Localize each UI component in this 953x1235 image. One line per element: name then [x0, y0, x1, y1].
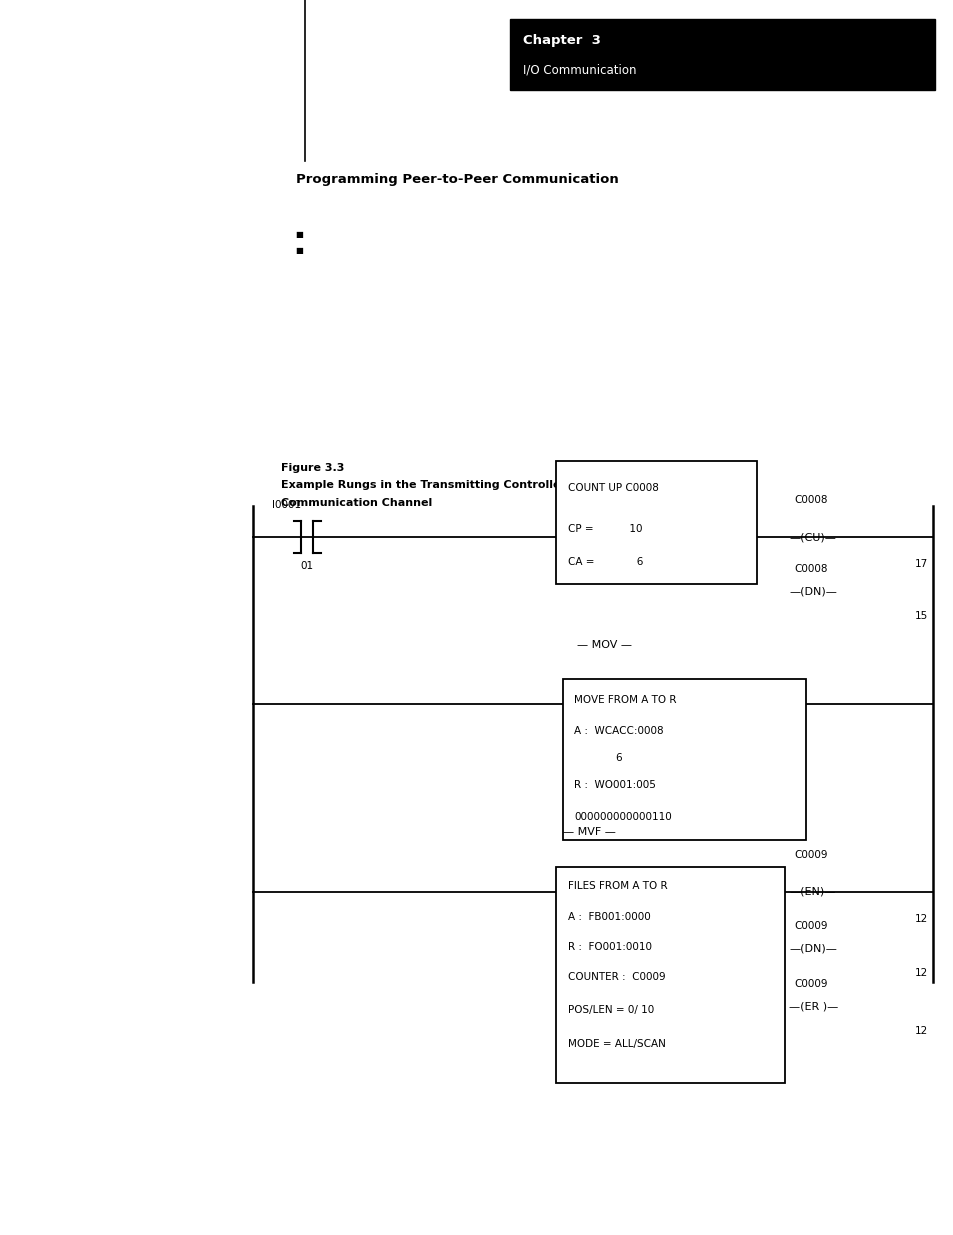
Text: Example Rungs in the Transmitting Controller on a Peer-to-Peer: Example Rungs in the Transmitting Contro… [281, 480, 679, 490]
Text: —(EN)—: —(EN)— [788, 887, 835, 897]
Text: I0001: I0001 [272, 500, 300, 510]
Text: A :  WCACC:0008: A : WCACC:0008 [574, 726, 663, 736]
Text: 12: 12 [914, 914, 927, 924]
Text: Figure 3.3: Figure 3.3 [281, 463, 344, 473]
Text: CA =             6: CA = 6 [567, 557, 642, 567]
Text: —(ER )—: —(ER )— [788, 1002, 838, 1011]
Text: C0009: C0009 [793, 921, 827, 931]
Text: 01: 01 [300, 561, 314, 571]
Text: I/O Communication: I/O Communication [522, 63, 636, 77]
Text: 15: 15 [914, 611, 927, 621]
Bar [510, 19, 934, 90]
Bar [562, 679, 805, 840]
Text: MOVE FROM A TO R: MOVE FROM A TO R [574, 695, 676, 705]
Text: C0009: C0009 [793, 979, 827, 989]
Text: 12: 12 [914, 968, 927, 978]
Text: — CTU —: — CTU — [562, 461, 614, 471]
Text: A :  FB001:0000: A : FB001:0000 [567, 911, 650, 921]
Text: CP =           10: CP = 10 [567, 524, 641, 534]
Text: 000000000000110: 000000000000110 [574, 813, 671, 823]
Text: 6: 6 [615, 753, 621, 763]
Text: R :  FO001:0010: R : FO001:0010 [567, 942, 651, 952]
Text: MODE = ALL/SCAN: MODE = ALL/SCAN [567, 1039, 665, 1050]
Text: — MVF —: — MVF — [562, 827, 615, 837]
Bar [556, 867, 784, 1083]
Text: FILES FROM A TO R: FILES FROM A TO R [567, 882, 666, 892]
Text: C0008: C0008 [793, 495, 827, 505]
Text: COUNTER :  C0009: COUNTER : C0009 [567, 972, 664, 982]
Text: — MOV —: — MOV — [577, 640, 632, 650]
Text: —(CU)—: —(CU)— [788, 532, 835, 542]
Text: Communication Channel: Communication Channel [281, 498, 433, 508]
Text: Programming Peer-to-Peer Communication: Programming Peer-to-Peer Communication [295, 173, 618, 186]
Text: C0008: C0008 [793, 564, 827, 574]
Text: ■: ■ [295, 230, 303, 240]
Text: —(DN)—: —(DN)— [788, 587, 836, 597]
Text: 12: 12 [914, 1026, 927, 1036]
Text: Chapter  3: Chapter 3 [522, 33, 600, 47]
Text: COUNT UP C0008: COUNT UP C0008 [567, 483, 658, 493]
Text: R :  WO001:005: R : WO001:005 [574, 781, 656, 790]
Text: POS/LEN = 0/ 10: POS/LEN = 0/ 10 [567, 1004, 653, 1015]
Text: ■: ■ [295, 246, 303, 256]
Text: 17: 17 [914, 559, 927, 569]
Text: —(DN)—: —(DN)— [788, 944, 836, 953]
Text: C0009: C0009 [793, 850, 827, 860]
Bar [556, 461, 756, 584]
